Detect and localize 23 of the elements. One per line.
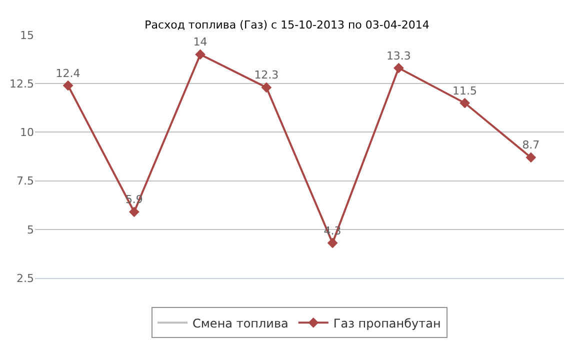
- point: [526, 152, 536, 163]
- y-tick-label: 15: [20, 28, 34, 42]
- chart-title: Расход топлива (Газ) с 15-10-2013 по 03-04-2014: [144, 18, 430, 32]
- data-label: 11.5: [452, 84, 478, 98]
- data-label: 12.3: [254, 68, 279, 82]
- point: [460, 98, 470, 108]
- y-tick-label: 7.5: [16, 174, 34, 188]
- data-label: 8.7: [522, 138, 540, 152]
- y-tick-label: 2.5: [16, 272, 34, 285]
- y-tick-label: 10: [20, 126, 34, 140]
- data-label: 13.3: [386, 49, 411, 62]
- point: [195, 49, 206, 60]
- point: [261, 82, 272, 93]
- y-tick-label: 5: [27, 223, 34, 236]
- point: [327, 238, 338, 248]
- point: [393, 62, 404, 74]
- data-label: 14: [193, 36, 208, 49]
- y-tick-label: 12.5: [10, 77, 34, 90]
- legend-label: Газ пропанбутан: [333, 316, 441, 330]
- point: [128, 206, 140, 218]
- legend-label: Смена топлива: [192, 316, 288, 330]
- data-label: 12.4: [56, 66, 80, 80]
- point: [62, 80, 74, 91]
